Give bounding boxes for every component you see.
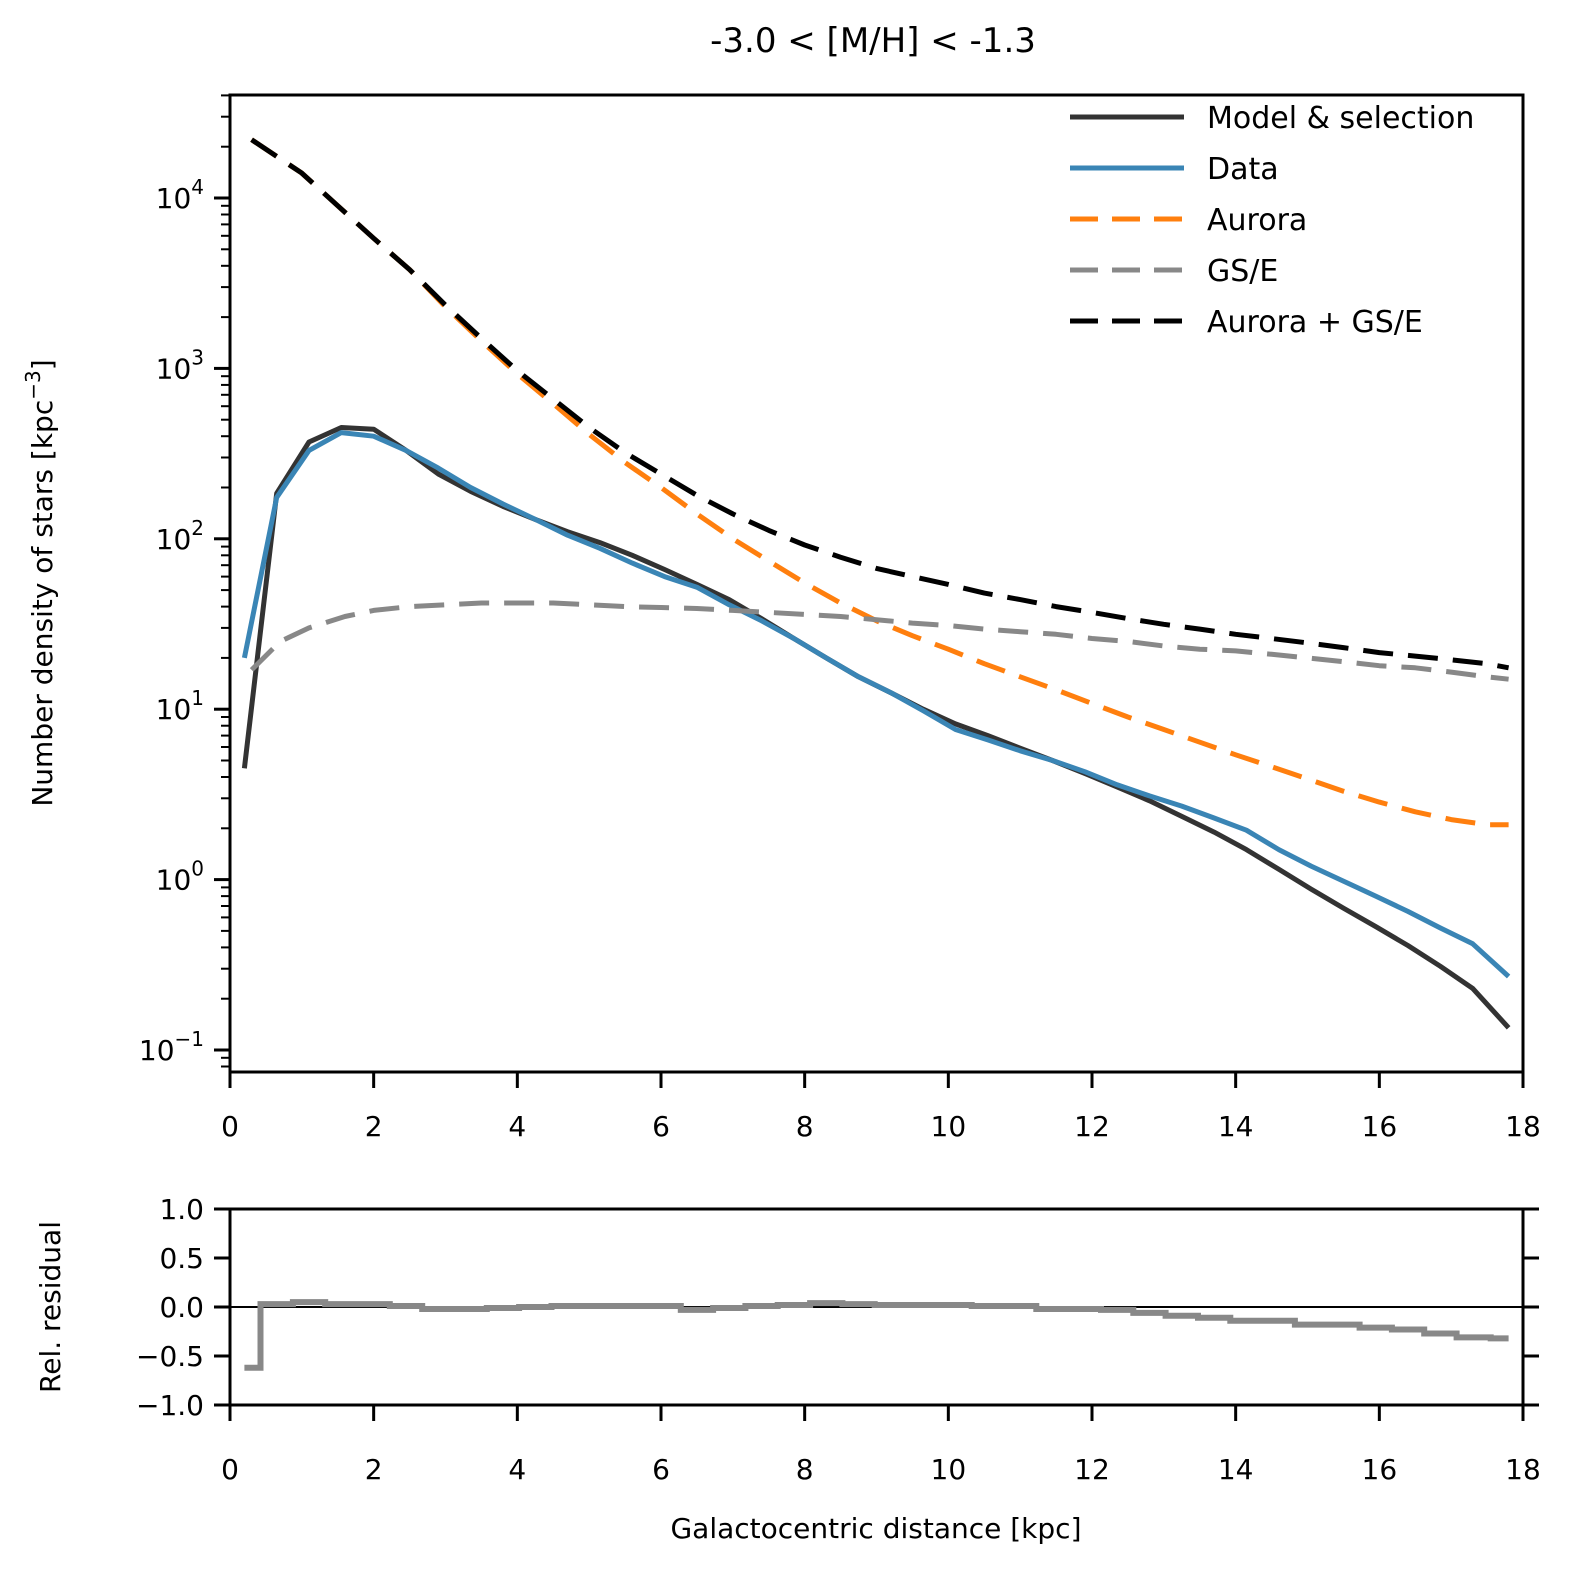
- residual-y-tick-label: 0.0: [159, 1291, 204, 1324]
- residual-x-tick-label: 16: [1362, 1453, 1398, 1486]
- main-y-axis-label: Number density of stars [kpc−3]: [21, 359, 59, 806]
- series-line-aurora: [250, 137, 1509, 828]
- x-axis-label: Galactocentric distance [kpc]: [670, 1512, 1081, 1545]
- residual-y-tick-label: 1.0: [159, 1193, 204, 1226]
- residual-panel: −1.0 −0.5 0.0 0.5 1.0 0 2 4 6 8 10 12 14 16 18 Rel. r…: [34, 1193, 1541, 1545]
- residual-x-tick-label: 14: [1218, 1453, 1254, 1486]
- chart-title: -3.0 < [M/H] < -1.3: [710, 21, 1036, 61]
- residual-y-axis-label: Rel. residual: [34, 1221, 67, 1393]
- residual-step-line: [244, 1299, 1509, 1371]
- main-y-tick-label: 101: [156, 686, 204, 726]
- legend: Model & selection Data Aurora GS/E Aurora + …: [1070, 101, 1474, 340]
- main-y-tick-label: 102: [156, 516, 204, 556]
- residual-series-group: [230, 1299, 1523, 1371]
- main-x-ticks: 0 2 4 6 8 10 12 14 16 18: [221, 1072, 1541, 1143]
- main-x-tick-label: 8: [796, 1110, 814, 1143]
- main-x-tick-label: 4: [508, 1110, 526, 1143]
- residual-x-ticks: 0 2 4 6 8 10 12 14 16 18: [221, 1405, 1541, 1486]
- main-x-tick-label: 16: [1362, 1110, 1398, 1143]
- series-line-model-selection: [241, 425, 1511, 1030]
- main-y-ticks: 10−1 100 101 102 103 104: [139, 94, 230, 1068]
- residual-x-tick-label: 0: [221, 1453, 239, 1486]
- residual-y-tick-label: −1.0: [136, 1389, 204, 1422]
- main-x-tick-label: 10: [931, 1110, 967, 1143]
- residual-y-ticks: −1.0 −0.5 0.0 0.5 1.0: [136, 1193, 1539, 1422]
- legend-label: Model & selection: [1207, 101, 1474, 136]
- legend-label: Aurora: [1207, 203, 1307, 238]
- residual-y-tick-label: 0.5: [159, 1242, 204, 1275]
- legend-label: Data: [1207, 152, 1279, 187]
- main-x-tick-label: 12: [1074, 1110, 1110, 1143]
- residual-y-tick-label: −0.5: [136, 1340, 204, 1373]
- main-series-group: [241, 137, 1511, 1030]
- main-y-tick-label: 10−1: [139, 1027, 204, 1067]
- residual-x-tick-label: 2: [365, 1453, 383, 1486]
- main-x-tick-label: 2: [365, 1110, 383, 1143]
- series-line-gs-e: [249, 600, 1509, 682]
- main-y-tick-label: 104: [156, 175, 204, 215]
- series-line-aurora-gs-e: [250, 137, 1510, 671]
- main-x-tick-label: 6: [652, 1110, 670, 1143]
- residual-x-tick-label: 12: [1074, 1453, 1110, 1486]
- main-y-tick-label: 103: [156, 345, 204, 385]
- main-plot-frame: [228, 93, 1525, 1074]
- residual-x-tick-label: 8: [796, 1453, 814, 1486]
- residual-x-tick-label: 10: [931, 1453, 967, 1486]
- residual-x-tick-label: 18: [1505, 1453, 1541, 1486]
- legend-label: GS/E: [1207, 254, 1278, 289]
- series-line-data: [241, 430, 1511, 979]
- main-x-tick-label: 14: [1218, 1110, 1254, 1143]
- main-y-tick-label: 100: [156, 857, 204, 897]
- main-x-tick-label: 18: [1505, 1110, 1541, 1143]
- legend-label: Aurora + GS/E: [1207, 305, 1423, 340]
- residual-x-tick-label: 4: [508, 1453, 526, 1486]
- residual-x-tick-label: 6: [652, 1453, 670, 1486]
- main-panel: 10−1 100 101 102 103 104 0 2 4 6 8 10 12 14 16 18 Numb…: [21, 93, 1541, 1143]
- main-x-tick-label: 0: [221, 1110, 239, 1143]
